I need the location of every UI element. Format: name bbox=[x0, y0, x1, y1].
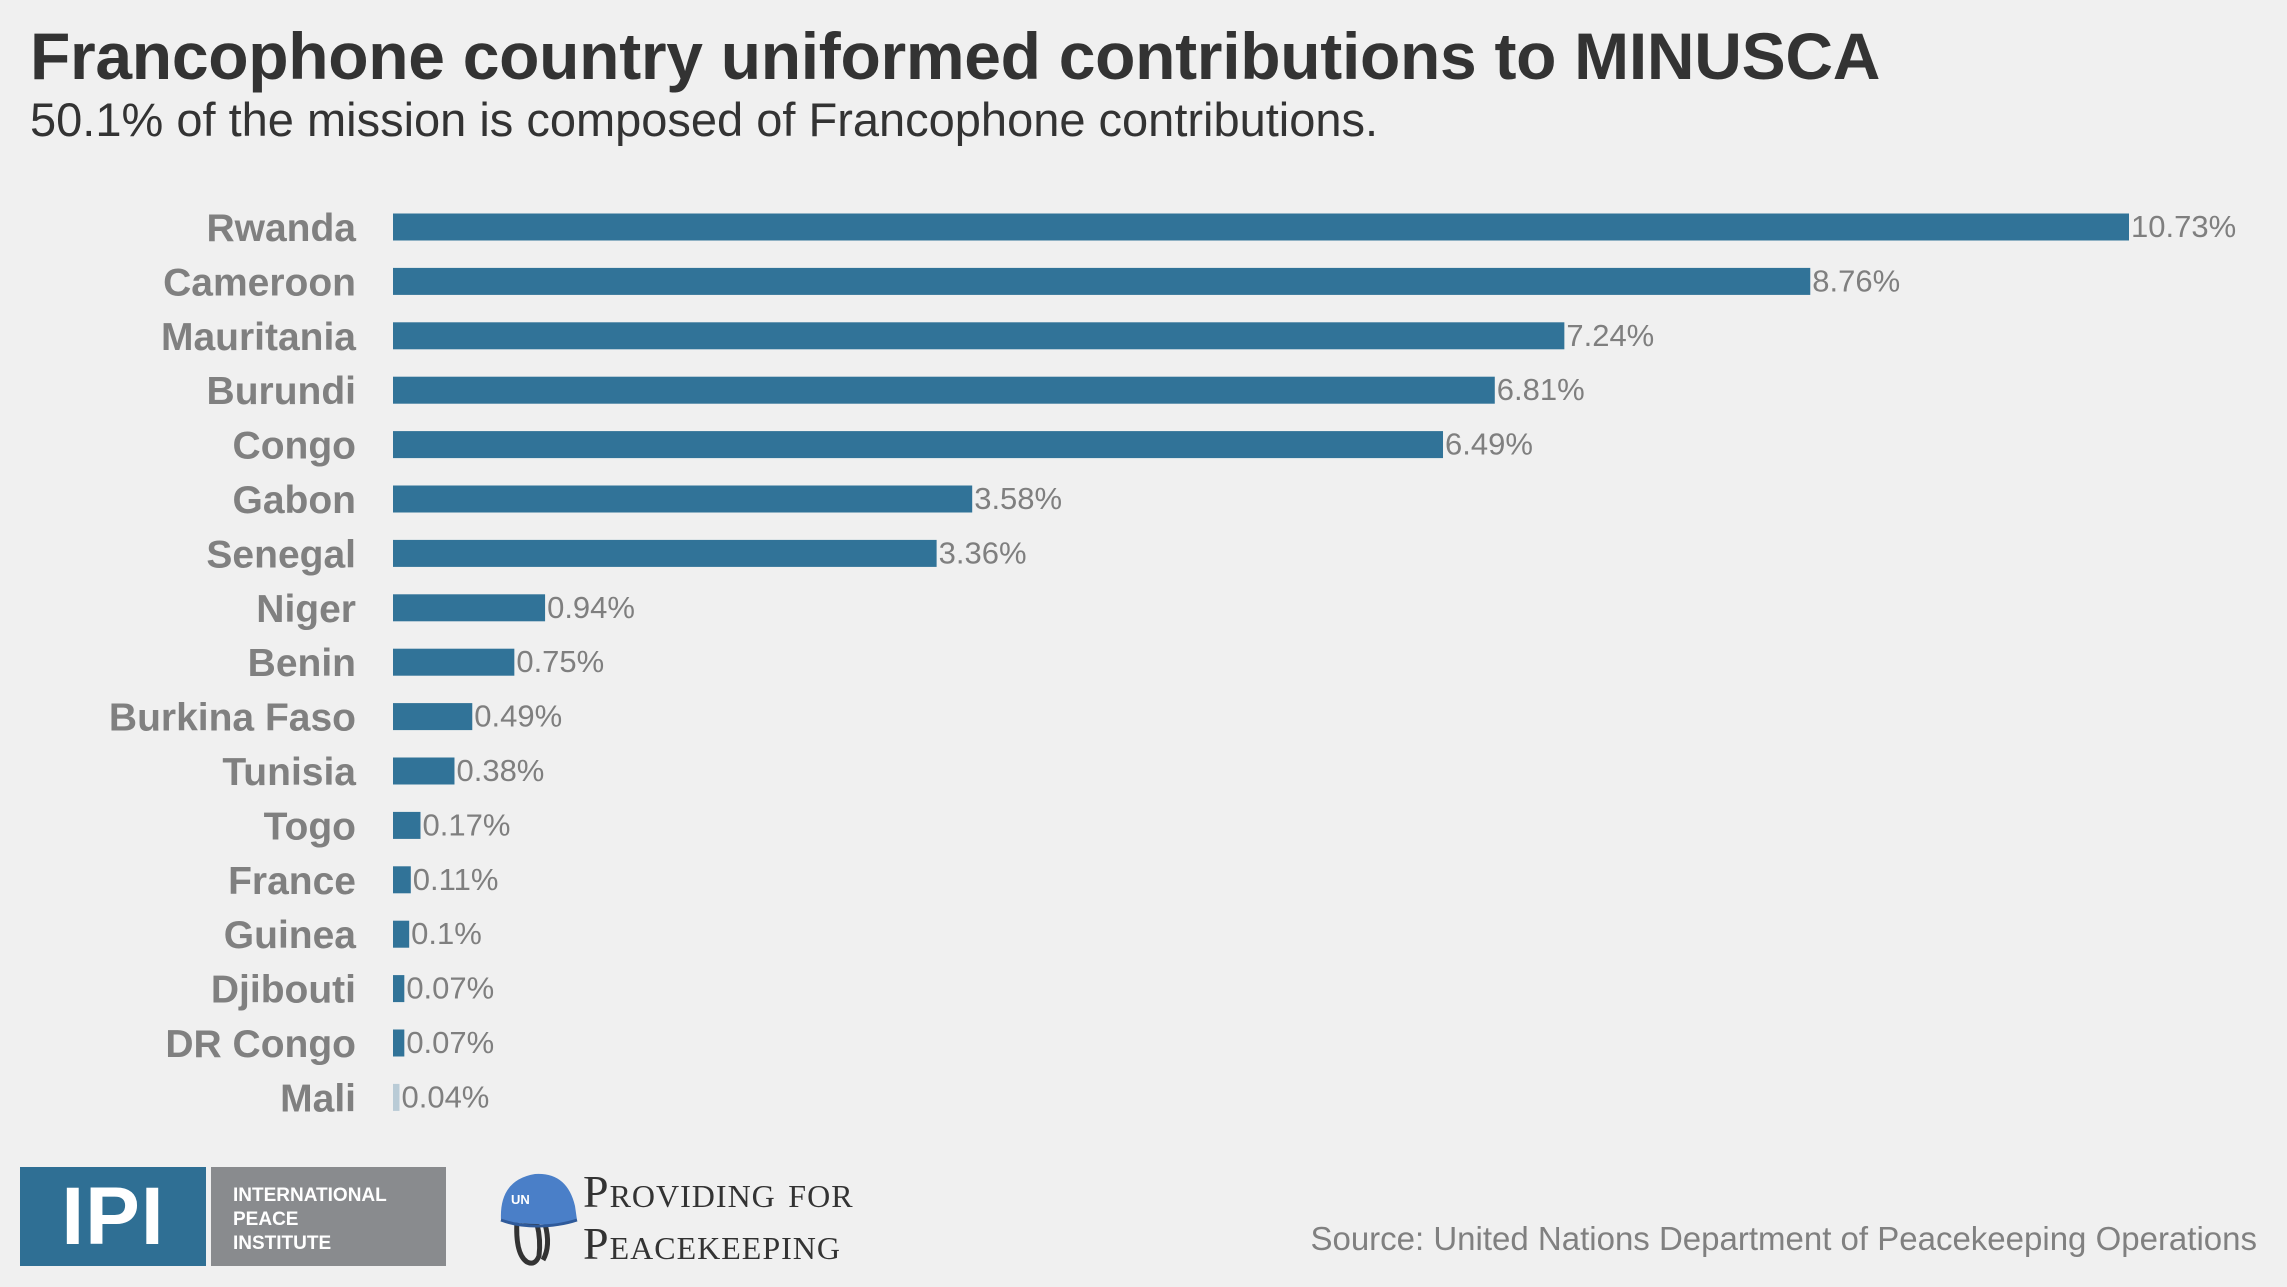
bar bbox=[393, 322, 1565, 350]
category-label: Mauritania bbox=[161, 316, 356, 359]
providing-for-peacekeeping-logo: UN Providing for Peacekeeping bbox=[497, 1165, 854, 1270]
bar bbox=[393, 594, 546, 622]
value-label: 10.73% bbox=[2131, 209, 2236, 244]
bar bbox=[393, 376, 1495, 404]
source-note: Source: United Nations Department of Pea… bbox=[1310, 1220, 2257, 1257]
category-label: Tunisia bbox=[222, 751, 356, 794]
bar bbox=[393, 703, 473, 731]
category-label: Cameroon bbox=[163, 261, 356, 304]
ipi-logo-name: INTERNATIONAL PEACE INSTITUTE bbox=[211, 1167, 446, 1266]
ipi-logo-line: INSTITUTE bbox=[233, 1233, 332, 1254]
category-label: Benin bbox=[248, 642, 356, 685]
value-label: 0.07% bbox=[406, 1025, 494, 1060]
category-label: Gabon bbox=[233, 479, 357, 522]
value-label: 0.38% bbox=[456, 753, 544, 788]
value-label: 0.17% bbox=[423, 807, 511, 842]
value-label: 0.11% bbox=[413, 862, 499, 897]
category-label: Niger bbox=[256, 588, 356, 631]
category-label: Guinea bbox=[224, 914, 357, 957]
value-label: 0.94% bbox=[547, 590, 635, 625]
value-label: 0.75% bbox=[516, 644, 604, 679]
category-label: Togo bbox=[264, 805, 356, 848]
chart-title: Francophone country uniformed contributi… bbox=[30, 19, 1881, 93]
value-label: 0.1% bbox=[411, 916, 482, 951]
value-label: 0.49% bbox=[474, 699, 562, 734]
value-label: 6.81% bbox=[1497, 372, 1585, 407]
bar bbox=[393, 485, 973, 513]
bar bbox=[393, 866, 411, 894]
category-label: Burkina Faso bbox=[109, 697, 356, 740]
p4p-logo-text: Providing for Peacekeeping bbox=[583, 1166, 854, 1270]
category-label: DR Congo bbox=[165, 1023, 356, 1066]
p4p-logo-line: Providing for bbox=[583, 1165, 854, 1217]
value-label: 8.76% bbox=[1812, 263, 1900, 298]
bar bbox=[393, 431, 1444, 459]
bar bbox=[393, 920, 410, 948]
un-helmet-icon: UN bbox=[500, 1173, 578, 1266]
bar bbox=[393, 539, 937, 567]
bar-chart: Rwanda 10.73% Cameroon 8.76% Mauritania 7.24%… bbox=[109, 207, 2236, 1120]
category-label: Rwanda bbox=[206, 207, 356, 250]
category-label: Mali bbox=[280, 1077, 356, 1120]
p4p-logo-line: Peacekeeping bbox=[583, 1217, 842, 1269]
category-label: Burundi bbox=[207, 370, 356, 413]
category-label: Congo bbox=[233, 425, 356, 468]
ipi-logo: IPI INTERNATIONAL PEACE INSTITUTE bbox=[20, 1167, 446, 1266]
helmet-text: UN bbox=[511, 1192, 530, 1207]
ipi-logo-line: PEACE bbox=[233, 1209, 299, 1230]
bar bbox=[393, 648, 515, 676]
value-label: 0.07% bbox=[406, 971, 494, 1006]
value-label: 3.58% bbox=[974, 481, 1062, 516]
bar bbox=[393, 757, 455, 785]
value-label: 6.49% bbox=[1445, 427, 1533, 462]
bar bbox=[393, 811, 421, 839]
bar bbox=[393, 1029, 405, 1057]
value-label: 7.24% bbox=[1566, 318, 1654, 353]
chart-subtitle: 50.1% of the mission is composed of Fran… bbox=[30, 93, 1379, 146]
bar bbox=[393, 1083, 400, 1111]
bar bbox=[393, 213, 2129, 241]
bar bbox=[393, 975, 405, 1003]
category-label: France bbox=[228, 860, 356, 903]
bar bbox=[393, 267, 1811, 295]
category-label: Djibouti bbox=[211, 969, 356, 1012]
value-label: 0.04% bbox=[401, 1079, 489, 1114]
category-label: Senegal bbox=[206, 533, 356, 576]
value-label: 3.36% bbox=[939, 535, 1027, 570]
ipi-logo-abbr: IPI bbox=[20, 1167, 206, 1266]
ipi-logo-line: INTERNATIONAL bbox=[233, 1185, 387, 1206]
